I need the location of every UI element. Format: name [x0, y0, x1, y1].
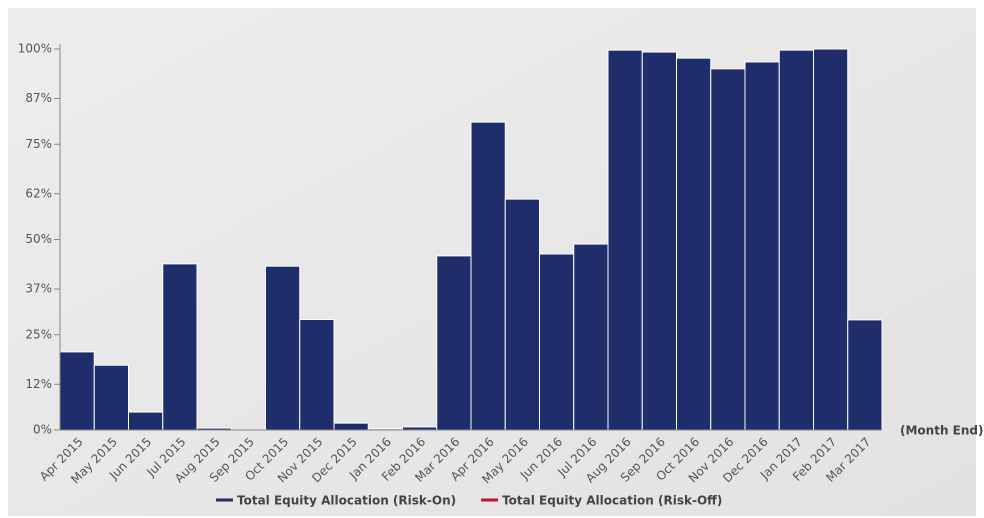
legend-label: Total Equity Allocation (Risk-On) [237, 494, 456, 508]
bar [504, 198, 540, 431]
bar [778, 49, 814, 431]
legend-label: Total Equity Allocation (Risk-Off) [502, 494, 722, 508]
bar [744, 61, 780, 431]
y-tick-label: 37% [25, 282, 52, 296]
bar [333, 422, 369, 431]
bar [128, 411, 164, 431]
bar [436, 255, 472, 431]
bar [607, 49, 643, 431]
bar [93, 364, 129, 431]
bar [265, 265, 301, 431]
y-tick-label: 100% [18, 42, 52, 56]
y-tick-label: 0% [33, 423, 52, 437]
bar [470, 121, 506, 431]
bar [299, 319, 335, 431]
x-axis-label: (Month End) [900, 424, 983, 438]
bar [676, 57, 712, 431]
bar [641, 51, 677, 431]
bar [162, 263, 198, 431]
y-tick-label: 87% [25, 91, 52, 105]
bar [59, 351, 95, 431]
bar [573, 243, 609, 431]
bar [539, 253, 575, 431]
bar [813, 48, 849, 431]
y-tick-label: 25% [25, 327, 52, 341]
y-tick-label: 12% [25, 377, 52, 391]
y-tick-label: 62% [25, 186, 52, 200]
bar [710, 68, 746, 431]
y-tick-label: 50% [25, 232, 52, 246]
y-tick-label: 75% [25, 137, 52, 151]
legend: Total Equity Allocation (Risk-On) Total E… [216, 494, 722, 508]
bar [847, 319, 883, 431]
